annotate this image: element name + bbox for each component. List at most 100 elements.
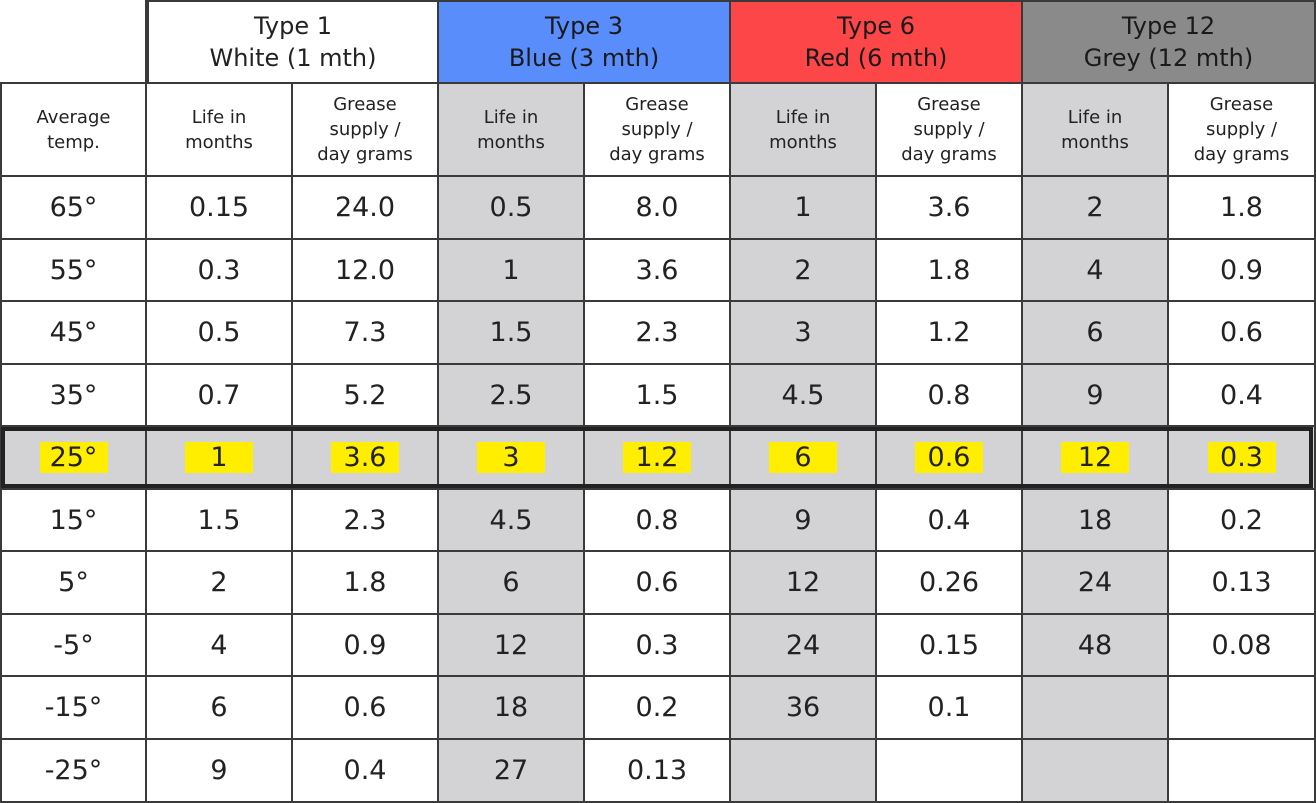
row-temp-cell: -15° [0, 677, 147, 740]
table-cell: 48 [1023, 615, 1169, 677]
table-cell: 0.7 [147, 365, 293, 427]
table-cell: 12.0 [293, 240, 439, 302]
column-header-5: Life in months [731, 84, 877, 177]
table-cell: 0.5 [147, 302, 293, 365]
highlight-marker: 12 [1061, 442, 1129, 473]
highlight-marker: 3 [477, 442, 545, 473]
table-cell: 1.5 [147, 490, 293, 552]
group-header-2: Type 3 Blue (3 mth) [439, 0, 731, 84]
table-cell: 0.1 [877, 677, 1023, 740]
table-cell: 0.13 [1169, 552, 1316, 615]
row-temp-cell: 5° [0, 552, 147, 615]
row-temp-cell: 25° [0, 427, 147, 490]
table-cell: 9 [731, 490, 877, 552]
highlight-marker: 25° [39, 442, 108, 473]
table-cell: 0.4 [877, 490, 1023, 552]
table-cell: 1.8 [1169, 177, 1316, 240]
table-cell: 0.13 [585, 740, 731, 803]
table-cell: 0.6 [293, 677, 439, 740]
table-cell: 2.5 [439, 365, 585, 427]
row-temp-cell: 45° [0, 302, 147, 365]
table-cell: 4 [147, 615, 293, 677]
table-cell: 0.15 [147, 177, 293, 240]
table-cell: 0.2 [585, 677, 731, 740]
table-cell: 0.3 [585, 615, 731, 677]
table-cell [1023, 740, 1169, 803]
table-cell: 4.5 [731, 365, 877, 427]
table-cell [1169, 740, 1316, 803]
table-cell: 12 [731, 552, 877, 615]
table-cell [1023, 677, 1169, 740]
table-cell: 1 [439, 240, 585, 302]
column-header-1: Life in months [147, 84, 293, 177]
table-cell [877, 740, 1023, 803]
table-cell: 4.5 [439, 490, 585, 552]
table-cell: 0.2 [1169, 490, 1316, 552]
table-cell: 1 [731, 177, 877, 240]
table-cell: 2 [147, 552, 293, 615]
column-header-0: Average temp. [0, 84, 147, 177]
table-cell: 1.5 [585, 365, 731, 427]
table-cell: 9 [147, 740, 293, 803]
table-cell: 2 [1023, 177, 1169, 240]
group-header-3: Type 6 Red (6 mth) [731, 0, 1023, 84]
table-cell: 0.8 [585, 490, 731, 552]
table-cell: 0.26 [877, 552, 1023, 615]
table-cell: 6 [1023, 302, 1169, 365]
table-cell: 0.08 [1169, 615, 1316, 677]
table-cell: 3 [439, 427, 585, 490]
table-cell [731, 740, 877, 803]
row-temp-cell: 65° [0, 177, 147, 240]
column-header-8: Grease supply / day grams [1169, 84, 1316, 177]
table-cell: 12 [439, 615, 585, 677]
table-cell: 0.9 [293, 615, 439, 677]
table-cell: 36 [731, 677, 877, 740]
table-cell: 0.6 [1169, 302, 1316, 365]
table-cell: 2 [731, 240, 877, 302]
table-cell: 7.3 [293, 302, 439, 365]
table-cell: 0.3 [1169, 427, 1316, 490]
table-cell: 3 [731, 302, 877, 365]
table-cell: 0.4 [293, 740, 439, 803]
table-cell: 0.9 [1169, 240, 1316, 302]
table-cell: 18 [439, 677, 585, 740]
table-cell: 12 [1023, 427, 1169, 490]
highlight-marker: 3.6 [331, 442, 399, 473]
table-cell: 3.6 [585, 240, 731, 302]
table-cell: 6 [439, 552, 585, 615]
column-header-2: Grease supply / day grams [293, 84, 439, 177]
table-cell: 0.8 [877, 365, 1023, 427]
table-cell: 4 [1023, 240, 1169, 302]
table-cell: 24.0 [293, 177, 439, 240]
table-cell: 9 [1023, 365, 1169, 427]
table-cell: 5.2 [293, 365, 439, 427]
table-cell: 0.4 [1169, 365, 1316, 427]
column-header-6: Grease supply / day grams [877, 84, 1023, 177]
table-cell: 6 [147, 677, 293, 740]
highlight-marker: 0.6 [915, 442, 983, 473]
table-cell: 0.6 [877, 427, 1023, 490]
row-temp-cell: 15° [0, 490, 147, 552]
row-temp-cell: -5° [0, 615, 147, 677]
group-header-1: Type 1 White (1 mth) [147, 0, 439, 84]
table-cell: 2.3 [293, 490, 439, 552]
row-temp-cell: 35° [0, 365, 147, 427]
table-cell: 0.5 [439, 177, 585, 240]
table-cell: 0.6 [585, 552, 731, 615]
table-cell: 1 [147, 427, 293, 490]
column-header-3: Life in months [439, 84, 585, 177]
table-cell: 0.3 [147, 240, 293, 302]
table-cell: 8.0 [585, 177, 731, 240]
row-temp-cell: -25° [0, 740, 147, 803]
table-cell: 24 [1023, 552, 1169, 615]
table-cell: 3.6 [293, 427, 439, 490]
table-cell: 0.15 [877, 615, 1023, 677]
table-cell: 18 [1023, 490, 1169, 552]
highlight-marker: 0.3 [1207, 442, 1276, 473]
corner-cell [0, 0, 147, 84]
table-cell: 6 [731, 427, 877, 490]
highlight-marker: 1 [185, 442, 253, 473]
table-cell: 2.3 [585, 302, 731, 365]
column-header-4: Grease supply / day grams [585, 84, 731, 177]
table-cell: 1.8 [293, 552, 439, 615]
